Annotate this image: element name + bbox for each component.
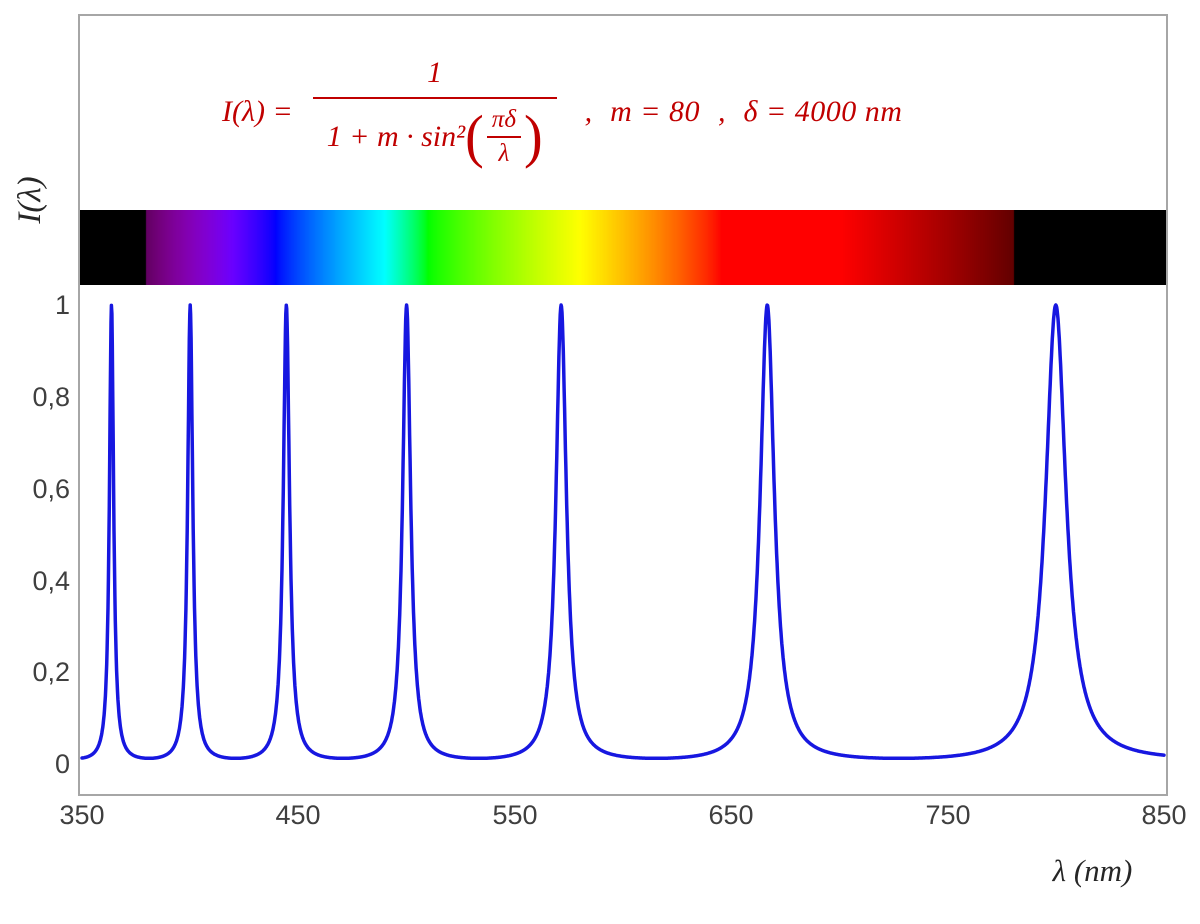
y-axis-label: I(λ): [12, 176, 48, 224]
y-tick-0: 0: [54, 749, 70, 779]
x-tick-450: 450: [275, 800, 321, 830]
y-tick-1: 1: [54, 290, 70, 320]
formula-inner-fraction: πδ λ: [486, 106, 521, 168]
x-tick-750: 750: [925, 800, 971, 830]
x-tick-650: 650: [708, 800, 754, 830]
open-paren: (: [465, 104, 484, 170]
formula-lhs: I(λ) =: [222, 95, 293, 128]
inner-denominator: λ: [498, 140, 510, 167]
y-tick-0-8: 0,8: [32, 382, 70, 412]
visible-spectrum-bar: [80, 210, 1166, 285]
parameter-m: m = 80: [610, 95, 701, 128]
x-tick-850: 850: [1141, 800, 1187, 830]
formula-comma-1: ,: [584, 95, 593, 128]
x-tick-550: 550: [492, 800, 538, 830]
formula-denominator-prefix: 1 + m · sin²: [326, 120, 466, 153]
plot-area: I(λ) = 1 1 + m · sin² ( πδ λ ) , m = 80 …: [78, 14, 1168, 796]
parameter-delta: δ = 4000 nm: [743, 95, 903, 128]
formula-numerator: 1: [427, 56, 443, 89]
formula-comma-2: ,: [718, 95, 726, 128]
close-paren: ): [523, 104, 543, 170]
formula-fraction: 1 1 + m · sin² ( πδ λ ): [312, 56, 557, 170]
formula-annotation: I(λ) = 1 1 + m · sin² ( πδ λ ) , m = 80 …: [222, 56, 902, 168]
y-tick-0-6: 0,6: [32, 474, 70, 504]
inner-numerator: πδ: [486, 106, 521, 138]
x-tick-350: 350: [59, 800, 105, 830]
y-tick-0-2: 0,2: [32, 657, 70, 687]
y-tick-0-4: 0,4: [32, 566, 70, 596]
formula-denominator: 1 + m · sin² ( πδ λ ): [312, 97, 557, 170]
x-axis-label: λ (nm): [1052, 853, 1133, 888]
